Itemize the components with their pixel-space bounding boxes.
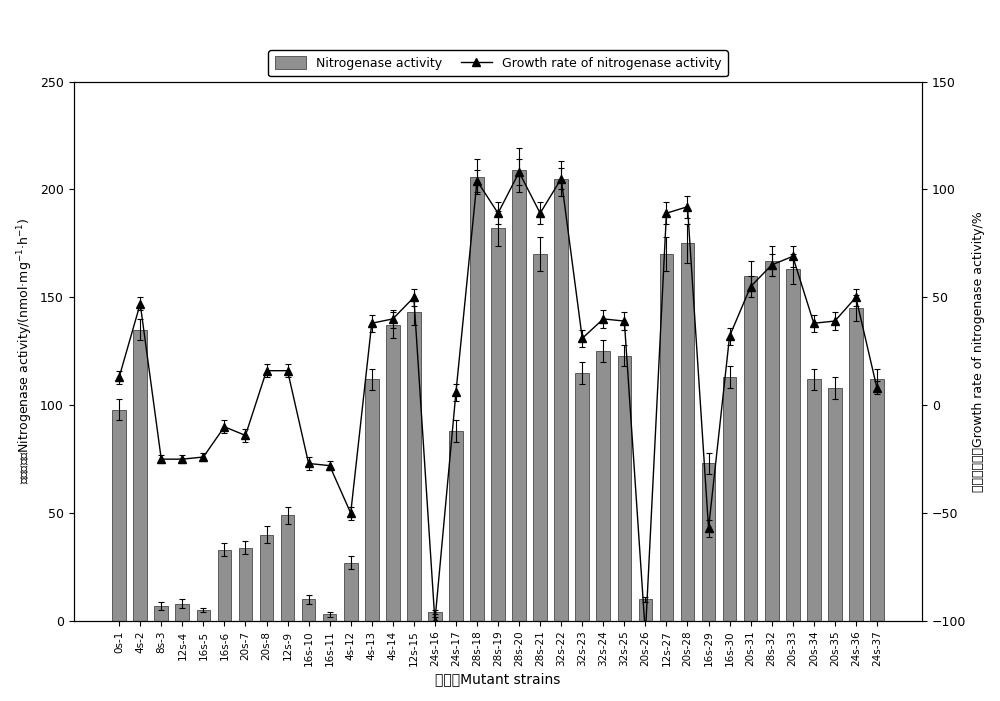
Bar [470,177,484,621]
Bar [491,229,505,621]
Bar [386,325,400,621]
Bar [554,179,568,621]
Bar [344,563,358,621]
Bar [575,373,589,621]
Bar [723,377,736,621]
Y-axis label: 酶活性增长率Growth rate of nitrogenase activity/%: 酶活性增长率Growth rate of nitrogenase activit… [972,211,985,491]
Bar [365,379,379,621]
Bar [596,351,610,621]
Bar [154,606,168,621]
Bar [807,379,821,621]
Bar [660,254,673,621]
Bar [323,615,336,621]
Bar [681,243,694,621]
Bar [175,604,189,621]
Bar [428,613,442,621]
Bar [281,515,294,621]
Bar [849,308,863,621]
Bar [702,463,715,621]
Bar [828,388,842,621]
Bar [618,355,631,621]
Bar [218,550,231,621]
Bar [302,599,315,621]
Y-axis label: 固氮酶活性Nitrogenase activity/(nmol·mg$^{-1}$·h$^{-1}$): 固氮酶活性Nitrogenase activity/(nmol·mg$^{-1}… [15,218,35,484]
X-axis label: 诱变株Mutant strains: 诱变株Mutant strains [435,672,561,686]
Bar [197,610,210,621]
Bar [512,170,526,621]
Bar [449,431,463,621]
Bar [870,379,884,621]
Bar [744,275,757,621]
Bar [260,535,273,621]
Bar [765,261,779,621]
Bar [786,269,800,621]
Bar [133,329,147,621]
Bar [639,599,652,621]
Bar [533,254,547,621]
Bar [407,313,421,621]
Bar [112,409,126,621]
Bar [239,547,252,621]
Legend: Nitrogenase activity, Growth rate of nitrogenase activity: Nitrogenase activity, Growth rate of nit… [268,50,728,76]
